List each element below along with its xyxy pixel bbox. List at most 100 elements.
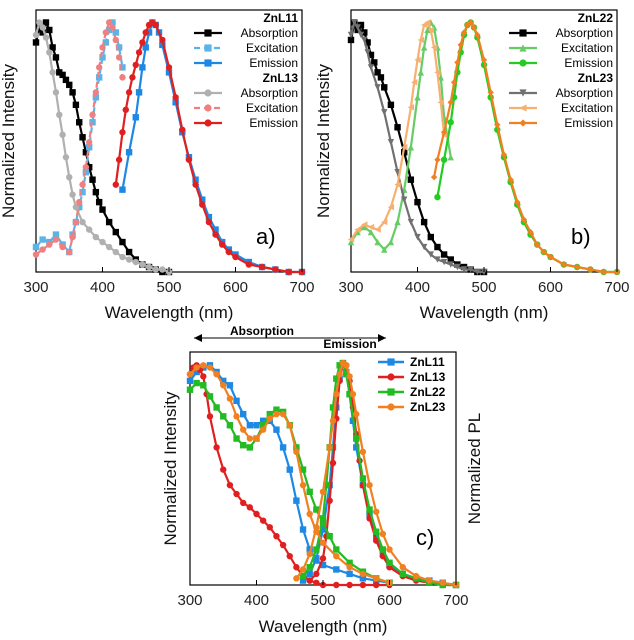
- legend-label: Emission: [249, 116, 298, 130]
- znl13-emission-point: [192, 181, 199, 188]
- znl23-absorption-point: [357, 31, 365, 39]
- znl11-absorption-point: [76, 119, 83, 126]
- znl23-absorption-point: [333, 552, 340, 560]
- znl13-absorption-point: [92, 233, 100, 241]
- znl11-emission-point: [132, 114, 139, 121]
- znl22-emission-point: [366, 506, 373, 513]
- znl13-absorption-point: [159, 266, 166, 273]
- znl11-absorption-point: [69, 89, 76, 96]
- znl22-absorption-point: [299, 466, 307, 473]
- panel-label-c: c): [416, 525, 434, 550]
- znl22-emission-point: [440, 156, 448, 163]
- znl23-emission-point: [440, 129, 448, 136]
- znl13-absorption-point: [46, 49, 53, 56]
- znl11-excitation-point: [105, 26, 113, 34]
- znl11-absorption-point: [112, 228, 119, 236]
- znl23-excitation-point: [417, 36, 425, 44]
- znl11-excitation-point: [115, 44, 123, 51]
- x-tick-label: 400: [244, 592, 269, 609]
- znl23-emission-point: [326, 444, 333, 451]
- legend-label: Emission: [564, 56, 613, 70]
- znl13-emission-point: [172, 94, 179, 101]
- znl23-emission-point: [494, 121, 501, 128]
- znl23-excitation-point: [434, 69, 441, 76]
- znl13-absorption-point: [49, 69, 56, 76]
- znl23-emission-point: [386, 546, 393, 553]
- znl13-emission-point: [205, 218, 213, 226]
- znl23-excitation-series: [347, 19, 448, 243]
- legend-marker: [204, 59, 212, 67]
- znl11-emission-point: [326, 481, 333, 489]
- znl23-absorption-point: [474, 268, 481, 276]
- znl13-emission-point: [326, 497, 333, 504]
- znl11-excitation-point: [112, 29, 119, 36]
- znl11-absorption-point: [95, 198, 103, 206]
- znl13-absorption-point: [112, 248, 120, 256]
- znl13-excitation-point: [79, 181, 86, 188]
- znl11-absorption-point: [42, 19, 50, 26]
- znl13-excitation-point: [109, 24, 116, 31]
- znl11-absorption-point: [286, 466, 293, 473]
- znl13-emission-point: [232, 253, 239, 261]
- znl13-excitation-point: [99, 44, 106, 51]
- znl23-absorption-point: [240, 426, 247, 433]
- znl22-emission-point: [319, 515, 327, 522]
- znl11-absorption-point: [279, 444, 287, 451]
- znl23-absorption-point: [193, 364, 200, 371]
- y-axis-label-a: Normalized Intensity: [0, 64, 18, 219]
- znl23-emission-point: [349, 390, 357, 398]
- znl23-absorption-point: [420, 243, 428, 251]
- arrow-head-right: [378, 334, 386, 342]
- legend-label: Excitation: [246, 101, 298, 115]
- znl23-excitation-point: [354, 226, 361, 233]
- znl11-excitation-point: [79, 188, 86, 196]
- znl23-emission-point: [329, 417, 337, 424]
- y-axis-label-b: Normalized Intensity: [314, 64, 333, 219]
- znl23-absorption-point: [351, 19, 358, 26]
- znl23-emission-point: [319, 488, 327, 495]
- znl13-absorption-point: [72, 203, 80, 211]
- znl23-absorption-point: [440, 258, 448, 266]
- znl11-absorption-point: [246, 422, 254, 429]
- znl11-absorption-point: [52, 54, 60, 61]
- znl13-excitation-point: [95, 64, 103, 71]
- znl23-emission-series: [430, 19, 621, 276]
- znl23-emission-point: [534, 241, 541, 248]
- znl13-absorption-point: [132, 258, 139, 266]
- znl22-excitation-point: [347, 238, 355, 246]
- znl13-emission-point: [319, 555, 327, 562]
- panel-label-b: b): [571, 224, 591, 249]
- znl13-emission-point: [152, 21, 159, 29]
- legend-marker: [204, 104, 212, 112]
- znl22-emission-point: [323, 481, 330, 489]
- znl11-emission-point: [192, 176, 199, 183]
- znl23-excitation-point: [427, 26, 434, 34]
- znl13-excitation-point: [72, 218, 80, 226]
- znl23-excitation-point: [374, 226, 381, 233]
- znl13-absorption-point: [69, 191, 76, 198]
- znl23-emission-point: [454, 59, 461, 66]
- znl11-emission-point: [135, 89, 143, 96]
- znl22-excitation-point: [367, 228, 375, 236]
- znl23-absorption-point: [246, 435, 254, 442]
- znl22-absorption-point: [407, 176, 415, 183]
- x-tick-label: 400: [405, 279, 430, 296]
- znl23-emission-point: [343, 362, 350, 369]
- znl22-absorption-point: [427, 233, 434, 241]
- x-tick-label: 600: [377, 592, 402, 609]
- znl11-absorption-point: [233, 397, 240, 405]
- znl13-absorption-point: [279, 541, 287, 549]
- znl22-excitation-point: [447, 154, 454, 161]
- znl13-absorption-point: [206, 413, 214, 420]
- znl13-absorption-point: [99, 238, 106, 246]
- znl13-emission-point: [142, 29, 149, 36]
- x-tick-label: 700: [604, 279, 629, 296]
- znl13-emission-point: [135, 49, 143, 56]
- znl13-excitation-point: [115, 54, 123, 61]
- znl11-absorption-point: [319, 561, 327, 569]
- znl13-emission-point: [185, 156, 193, 163]
- znl23-excitation-point: [387, 203, 395, 211]
- znl22-absorption-point: [394, 124, 401, 131]
- znl11-absorption-point: [186, 377, 194, 385]
- znl13-absorption-point: [152, 266, 159, 273]
